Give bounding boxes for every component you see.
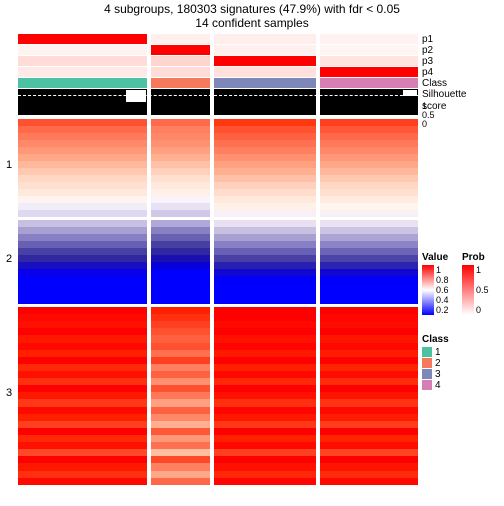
anno-cell — [18, 56, 147, 66]
anno-cell — [18, 78, 147, 88]
heatmap-cluster — [18, 220, 418, 304]
row-cluster-labels: 123 — [0, 34, 18, 488]
legend-swatch — [422, 380, 432, 390]
legend-title: Class — [422, 334, 449, 345]
anno-label: Class — [422, 78, 488, 89]
legend-class-item: 1 — [422, 347, 449, 358]
anno-cell — [18, 67, 147, 77]
anno-cell — [320, 34, 418, 44]
anno-cell — [214, 45, 316, 55]
anno-label: p3 — [422, 56, 488, 67]
anno-cell — [320, 45, 418, 55]
figure-title: 4 subgroups, 180303 signatures (47.9%) w… — [0, 2, 504, 16]
silhouette-axis: 10.50 — [422, 102, 435, 129]
anno-cell — [320, 67, 418, 77]
anno-cell — [320, 56, 418, 66]
anno-label: p4 — [422, 67, 488, 78]
row-cluster-label: 3 — [0, 304, 18, 482]
figure-container: 4 subgroups, 180303 signatures (47.9%) w… — [0, 2, 504, 506]
anno-cell — [320, 78, 418, 88]
legend-class: Class 1234 — [422, 334, 449, 391]
legend-class-item: 4 — [422, 380, 449, 391]
anno-cell — [151, 67, 210, 77]
legend-class-item: 2 — [422, 358, 449, 369]
figure-subtitle: 14 confident samples — [0, 16, 504, 30]
legend-value: Value10.80.60.40.20 — [422, 252, 449, 315]
anno-label: p1 — [422, 34, 488, 45]
anno-cell — [151, 34, 210, 44]
legend-title: Prob — [462, 252, 489, 263]
colorbar — [462, 265, 474, 315]
heatmap-cluster — [18, 307, 418, 485]
row-cluster-label: 2 — [0, 217, 18, 301]
anno-cell — [18, 45, 147, 55]
legend-title: Value — [422, 252, 449, 263]
anno-cell — [151, 45, 210, 55]
anno-cell — [214, 56, 316, 66]
anno-cell — [214, 78, 316, 88]
legend-swatch — [422, 347, 432, 357]
legend-prob: Prob10.50 — [462, 252, 489, 315]
anno-label: p2 — [422, 45, 488, 56]
colorbar — [422, 265, 434, 315]
legend-class-item: 3 — [422, 369, 449, 380]
row-cluster-label: 1 — [0, 116, 18, 214]
heatmap-block — [18, 34, 418, 488]
legend-swatch — [422, 358, 432, 368]
anno-cell — [214, 34, 316, 44]
anno-cell — [214, 67, 316, 77]
heatmap-cluster — [18, 119, 418, 217]
anno-cell — [151, 78, 210, 88]
legend-swatch — [422, 369, 432, 379]
anno-cell — [18, 34, 147, 44]
anno-cell — [151, 56, 210, 66]
